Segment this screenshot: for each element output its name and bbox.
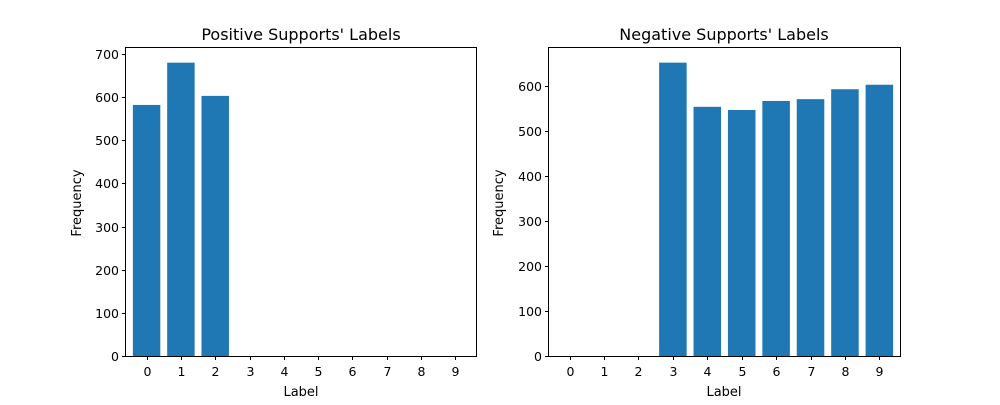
y-axis-label: Frequency [492,169,507,236]
y-axis-ticks: 0 100 200 300 400 500 600 [518,79,549,364]
y-tick-label: 300 [95,220,119,235]
x-tick-label: 3 [247,364,255,379]
x-tick-label: 6 [349,364,357,379]
x-tick-label: 7 [384,364,392,379]
x-tick-label: 5 [739,364,747,379]
bar-2 [201,95,229,356]
y-axis-ticks: 0 100 200 300 400 500 600 700 [95,47,126,364]
x-axis-label: Label [283,385,318,400]
bar-1 [167,62,195,357]
bar-9 [865,84,894,356]
bar-8 [831,89,859,356]
y-tick-label: 0 [111,349,119,364]
x-tick-label: 6 [773,364,781,379]
y-tick-label: 100 [518,304,542,319]
bar-3 [659,62,687,357]
y-tick-label: 400 [518,169,542,184]
y-tick-label: 600 [518,79,542,94]
y-tick-label: 200 [95,263,119,278]
x-tick-label: 0 [144,364,152,379]
chart-title: Negative Supports' Labels [619,25,828,44]
bar-7 [796,99,825,357]
x-tick-label: 9 [452,364,460,379]
y-axis-label: Frequency [70,169,85,236]
y-tick-label: 100 [95,306,119,321]
chart-title: Positive Supports' Labels [201,25,400,44]
bar-0 [132,104,161,356]
y-tick-label: 0 [534,349,542,364]
y-tick-label: 500 [518,124,542,139]
y-tick-label: 500 [95,133,119,148]
bar-6 [762,100,790,356]
x-tick-label: 8 [418,364,426,379]
bars [132,62,229,357]
x-tick-label: 9 [876,364,884,379]
y-tick-label: 400 [95,176,119,191]
x-tick-label: 1 [178,364,186,379]
x-tick-label: 2 [212,364,220,379]
y-tick-label: 600 [95,90,119,105]
x-tick-label: 3 [670,364,678,379]
plot-frame [548,47,901,357]
x-tick-label: 0 [567,364,575,379]
y-tick-label: 200 [518,259,542,274]
x-tick-label: 2 [635,364,643,379]
bar-5 [727,109,756,357]
x-tick-label: 5 [315,364,323,379]
x-tick-label: 1 [601,364,609,379]
y-tick-label: 700 [95,47,119,62]
plot-frame [125,47,477,357]
y-tick-label: 300 [518,214,542,229]
negative-supports-chart: Negative Supports' Labels Label Frequenc… [492,25,901,400]
x-tick-label: 4 [704,364,712,379]
x-tick-label: 7 [808,364,816,379]
x-tick-label: 4 [281,364,289,379]
positive-supports-chart: Positive Supports' Labels Label Frequenc… [70,25,477,400]
x-tick-label: 8 [842,364,850,379]
bars [659,62,894,357]
x-axis-label: Label [706,385,741,400]
x-axis-ticks: 0 1 2 3 4 5 6 7 8 9 [144,356,460,379]
bar-4 [693,106,722,356]
